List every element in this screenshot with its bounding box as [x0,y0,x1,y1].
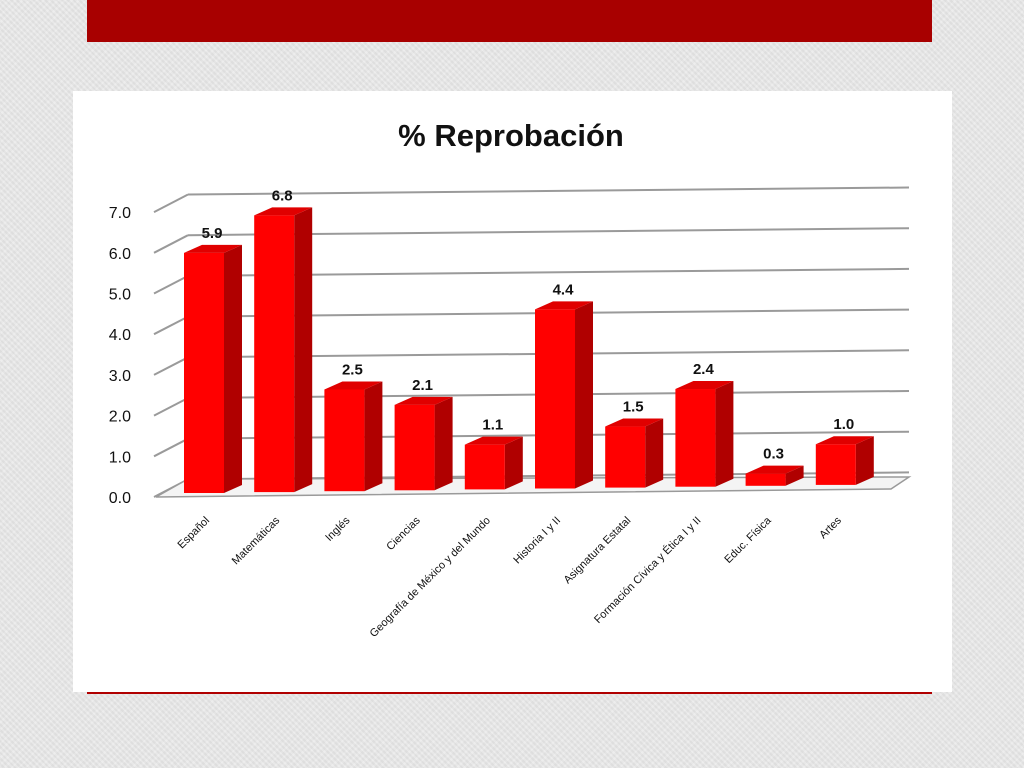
data-label: 2.5 [342,361,363,378]
data-label: 2.4 [693,361,715,378]
data-label: 1.0 [833,416,854,433]
bar [605,418,664,488]
category-label: Geografía de México y del Mundo [368,515,493,640]
bottom-rule [87,692,932,694]
reprobacion-bar-chart: % Reprobación 0.0 1.0 2.0 3.0 4.0 5.0 6.0 7.0 5… [109,118,912,640]
y-tick-label: 2.0 [109,409,131,426]
bar [745,465,804,486]
category-label: Inglés [323,514,353,544]
bar [535,301,593,489]
bar [675,381,734,487]
y-tick-label: 5.0 [109,287,131,304]
bar [324,381,383,492]
category-label: Ciencias [384,514,423,553]
data-label: 6.8 [272,187,293,204]
y-axis-ticks: 0.0 1.0 2.0 3.0 4.0 5.0 6.0 7.0 [109,205,131,507]
data-label: 2.1 [412,377,433,394]
y-tick-label: 6.0 [109,246,131,263]
chart-title: % Reprobación [398,118,624,153]
data-label: 1.5 [623,399,644,416]
category-label: Historia I y II [511,515,563,567]
bars [184,207,874,493]
data-label: 5.9 [202,225,223,242]
y-tick-label: 3.0 [109,368,131,385]
data-labels: 5.9 6.8 2.5 2.1 1.1 4.4 1.5 2.4 0.3 1.0 [202,187,855,462]
bar [184,244,242,493]
bar [254,207,313,493]
y-tick-label: 1.0 [109,449,131,466]
bar [394,396,453,491]
x-axis-categories: Español Matemáticas Inglés CienciasGeografí… [176,514,845,640]
data-label: 4.4 [553,281,575,298]
category-label: Asignatura Estatal [562,515,634,587]
data-label: 0.3 [763,446,784,463]
category-label: Artes [817,514,844,541]
category-label: Educ. Física [722,514,774,566]
y-tick-label: 7.0 [109,205,131,222]
category-label: Español [176,515,213,552]
y-tick-label: 0.0 [109,490,131,507]
category-label: Matemáticas [230,514,283,567]
bar [815,436,874,485]
bar [464,436,523,490]
data-label: 1.1 [482,417,503,434]
gridline [153,186,910,213]
header-band [87,0,932,42]
y-tick-label: 4.0 [109,327,131,344]
